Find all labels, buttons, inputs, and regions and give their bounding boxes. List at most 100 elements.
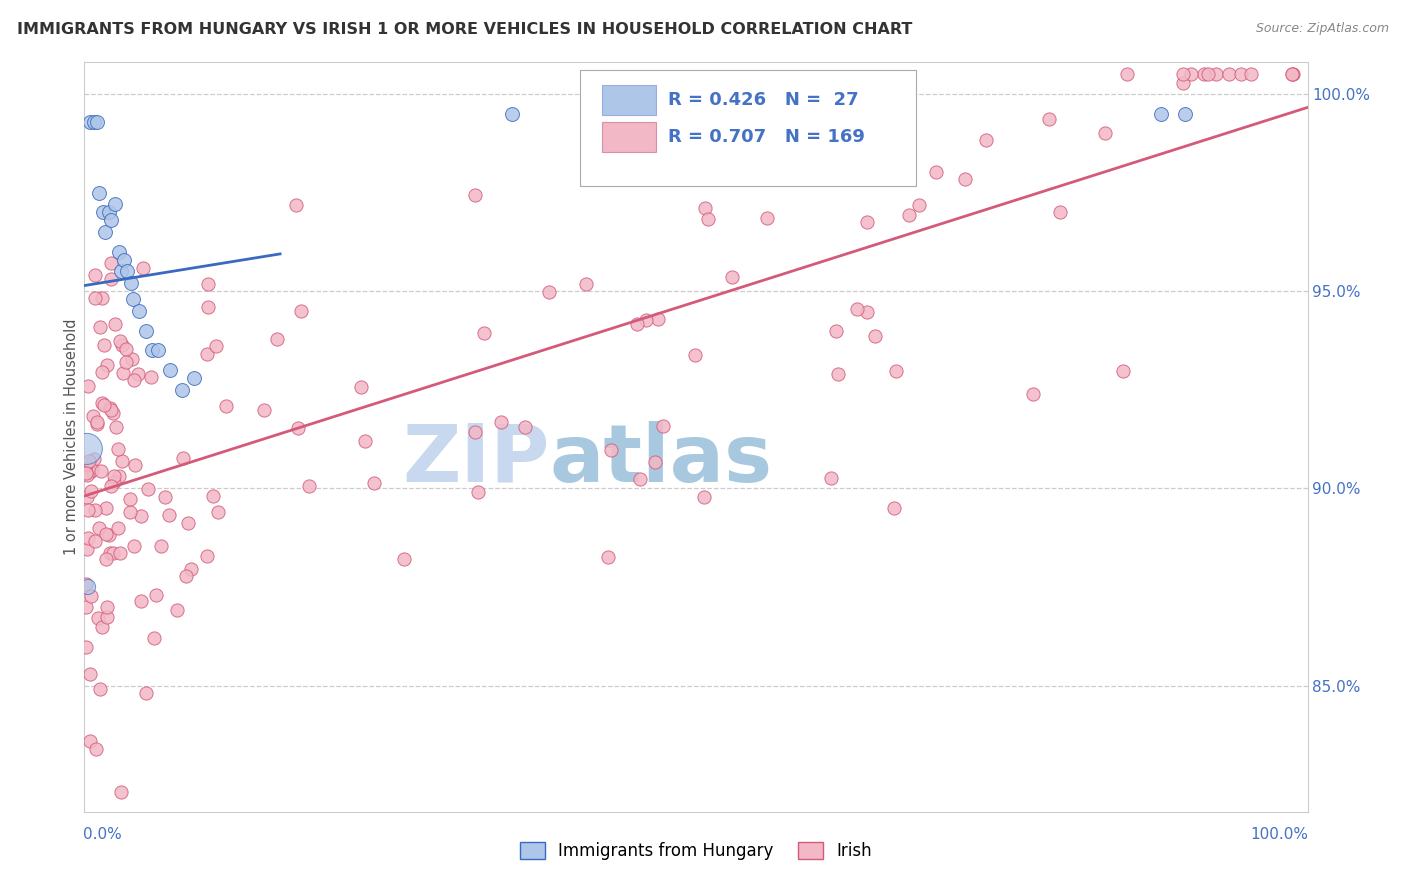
Point (84, 268, 107, 282)
Point (1171, 77, 1194, 91)
Point (84, 742, 107, 756)
Point (856, 215, 879, 229)
Point (80, 484, 103, 499)
Point (121, 351, 143, 366)
Point (108, 546, 131, 560)
Point (886, 364, 908, 378)
Point (180, 562, 202, 576)
Text: 0.0%: 0.0% (83, 828, 122, 843)
Point (79, 465, 101, 479)
Point (856, 305, 879, 319)
Point (197, 300, 219, 314)
Point (101, 545, 124, 559)
Point (139, 370, 162, 384)
Point (135, 324, 157, 338)
Text: atlas: atlas (550, 420, 772, 499)
Point (489, 415, 512, 429)
Point (127, 367, 149, 381)
Point (925, 165, 948, 179)
Point (596, 549, 619, 564)
Point (827, 367, 849, 381)
Point (100, 272, 122, 286)
Point (253, 403, 276, 417)
Point (846, 301, 869, 316)
Point (107, 244, 129, 259)
Point (183, 371, 205, 385)
Point (195, 347, 218, 361)
Point (124, 373, 146, 387)
Point (84, 534, 107, 549)
Point (114, 342, 136, 356)
Point (197, 277, 219, 292)
Point (1281, 67, 1303, 81)
Text: ZIP: ZIP (402, 420, 550, 499)
Point (96, 501, 118, 516)
Point (91, 291, 114, 305)
Point (100, 403, 122, 417)
Point (75, 576, 97, 591)
Text: Source: ZipAtlas.com: Source: ZipAtlas.com (1256, 22, 1389, 36)
Point (1094, 126, 1116, 140)
Point (350, 380, 373, 394)
Point (75, 457, 97, 471)
Point (97, 528, 120, 542)
Point (79, 667, 101, 681)
Point (94, 526, 117, 541)
Point (129, 594, 152, 608)
FancyBboxPatch shape (602, 122, 655, 153)
Point (124, 458, 146, 473)
Point (89, 521, 111, 535)
Point (153, 490, 176, 504)
Point (1194, 67, 1216, 81)
Point (883, 501, 905, 516)
Point (1171, 67, 1194, 81)
Point (75, 600, 97, 615)
Point (820, 470, 842, 484)
Point (515, 420, 537, 434)
Point (1281, 67, 1303, 81)
Point (464, 187, 486, 202)
Point (89, 681, 111, 696)
Point (108, 469, 131, 483)
Point (91, 205, 114, 219)
Point (1115, 67, 1137, 81)
Point (157, 508, 180, 522)
Point (628, 472, 651, 486)
Point (1180, 67, 1202, 81)
Point (195, 549, 218, 563)
Point (974, 133, 997, 147)
Point (110, 785, 132, 799)
Point (91, 396, 114, 410)
Text: R = 0.707   N = 169: R = 0.707 N = 169 (668, 128, 865, 146)
Point (96, 599, 118, 614)
Point (93, 337, 115, 351)
Point (886, 129, 908, 144)
Point (287, 421, 309, 435)
Point (353, 434, 375, 448)
Point (953, 172, 976, 186)
Point (122, 539, 145, 553)
Point (464, 425, 486, 439)
Point (146, 343, 169, 358)
Point (89, 319, 111, 334)
Point (111, 338, 134, 352)
Point (96, 358, 118, 372)
Point (693, 490, 716, 504)
Point (889, 112, 911, 126)
Point (104, 419, 127, 434)
Point (363, 476, 385, 491)
Point (120, 277, 142, 291)
Point (83, 451, 105, 466)
Point (111, 454, 134, 468)
Point (77, 532, 100, 546)
Point (897, 208, 920, 222)
Point (103, 475, 125, 489)
Point (115, 264, 138, 278)
Point (537, 285, 560, 300)
Point (76, 468, 98, 483)
Point (75, 466, 97, 480)
Point (863, 329, 886, 343)
Point (75, 640, 97, 655)
Point (908, 198, 931, 212)
Point (626, 317, 648, 331)
